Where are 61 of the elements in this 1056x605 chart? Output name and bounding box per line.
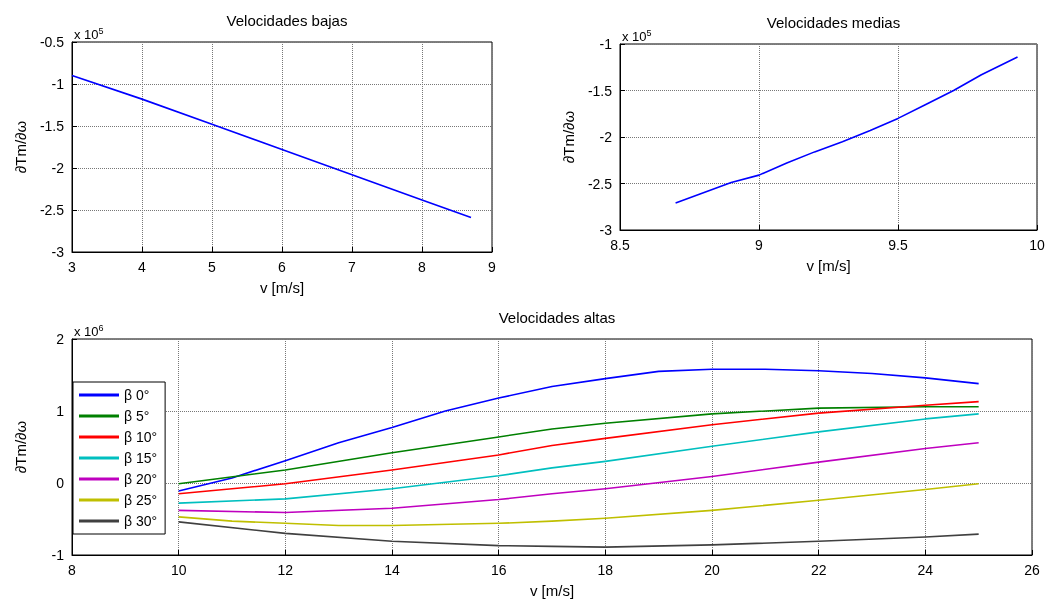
x-tick-label: 12 — [277, 562, 294, 578]
line-series — [177, 405, 980, 485]
x-tick-label: 8.5 — [610, 237, 630, 253]
x-tick-label: 14 — [384, 562, 400, 578]
x-tick-label: 10 — [170, 562, 187, 578]
x-tick-label: 8 — [418, 259, 427, 275]
y-tick-label: -3 — [51, 244, 65, 260]
y-axis-title: ∂Tm/∂ω — [12, 120, 29, 174]
y-tick-label: -1 — [51, 547, 65, 563]
x-tick-label: 8 — [68, 562, 77, 578]
line-series — [71, 74, 472, 219]
legend-label: β 10° — [124, 429, 158, 445]
y-tick-label: 0 — [56, 475, 65, 491]
x-tick-label: 10 — [1029, 237, 1045, 253]
x-tick-label: 16 — [490, 562, 507, 578]
line-series — [177, 368, 980, 492]
y-tick-label: -0.5 — [39, 34, 65, 50]
legend-label: β 15° — [124, 450, 158, 466]
legend-label: β 20° — [124, 471, 158, 487]
y-tick-label: 2 — [56, 331, 65, 347]
legend-label: β 5° — [124, 408, 150, 424]
y-tick-label: -1.5 — [39, 118, 65, 134]
x-tick-label: 26 — [1024, 562, 1040, 578]
line-series — [177, 441, 980, 514]
x-tick-label: 9.5 — [888, 237, 908, 253]
chart-title: Velocidades bajas — [226, 12, 348, 29]
x-axis-title: v [m/s] — [259, 279, 305, 296]
y-tick-label: 1 — [56, 403, 65, 419]
legend-label: β 0° — [124, 387, 150, 403]
y-tick-label: -3 — [599, 222, 613, 238]
y-tick-label: -2.5 — [587, 175, 613, 192]
legend-label: β 30° — [124, 513, 158, 529]
x-tick-label: 6 — [278, 259, 287, 275]
line-series — [177, 482, 980, 527]
x-tick-label: 4 — [138, 259, 147, 275]
y-tick-label: -1.5 — [587, 82, 613, 99]
line-series — [177, 400, 980, 495]
y-tick-label: -1 — [599, 36, 613, 52]
x-tick-label: 5 — [208, 259, 217, 275]
legend-label: β 25° — [124, 492, 158, 508]
line-series — [177, 413, 980, 504]
x-tick-label: 9 — [488, 259, 497, 275]
y-tick-label: -2 — [51, 160, 65, 176]
chart-title: Velocidades medias — [766, 14, 901, 31]
y-axis-title: ∂Tm/∂ω — [12, 420, 29, 474]
chart-title: Velocidades altas — [498, 309, 616, 326]
y-tick-label: -1 — [51, 76, 65, 92]
x-axis-title: v [m/s] — [806, 257, 851, 274]
y-tick-label: -2.5 — [39, 202, 65, 218]
x-tick-label: 20 — [704, 562, 720, 578]
x-tick-label: 22 — [810, 562, 827, 578]
x-tick-label: 24 — [917, 562, 934, 578]
line-series — [674, 56, 1019, 204]
y-axis-title: ∂Tm/∂ω — [560, 110, 577, 164]
x-tick-label: 3 — [68, 259, 77, 275]
x-tick-label: 7 — [348, 259, 357, 275]
x-axis-title: v [m/s] — [529, 582, 575, 599]
y-tick-label: -2 — [599, 129, 613, 145]
x-tick-label: 9 — [755, 237, 764, 253]
x-tick-label: 18 — [597, 562, 614, 578]
line-series — [177, 521, 980, 548]
